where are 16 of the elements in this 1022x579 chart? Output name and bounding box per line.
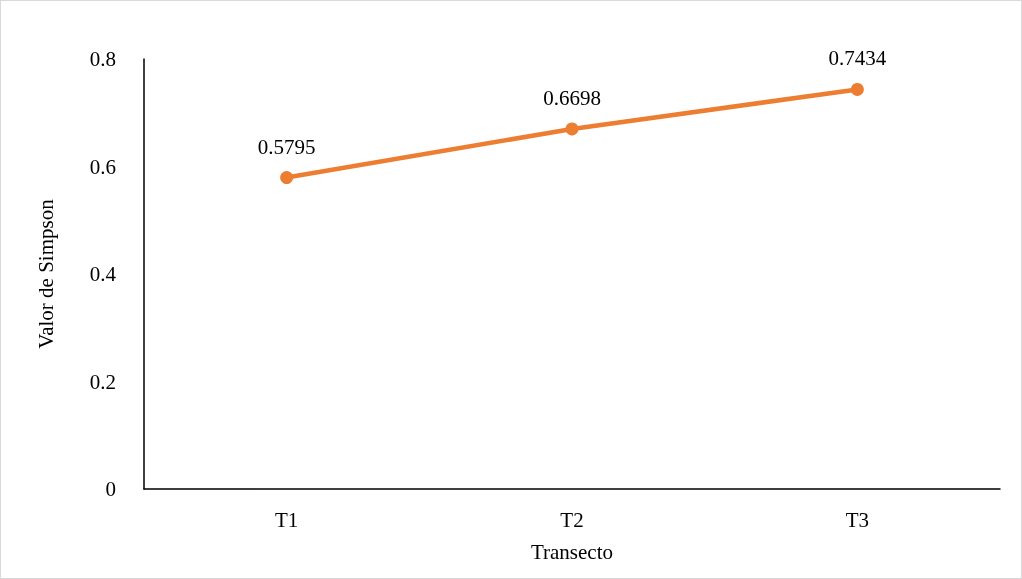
x-tick-label: T1 — [275, 507, 299, 532]
x-axis-title: Transecto — [530, 539, 614, 564]
data-label: 0.5795 — [257, 134, 316, 159]
data-label: 0.6698 — [543, 85, 601, 110]
x-tick-label: T3 — [845, 507, 869, 532]
y-tick-label: 0.6 — [89, 154, 116, 179]
y-tick-label: 0.2 — [89, 369, 116, 394]
point — [280, 171, 294, 185]
point — [565, 122, 579, 136]
point — [850, 82, 864, 96]
y-tick-label: 0.8 — [89, 47, 116, 71]
x-tick-label: T2 — [560, 507, 584, 532]
y-axis-title: Valor de Simpson — [33, 198, 58, 349]
y-tick-label: 0.4 — [89, 262, 117, 286]
data-label: 0.7434 — [828, 46, 887, 71]
y-tick-label: 0 — [105, 477, 116, 501]
